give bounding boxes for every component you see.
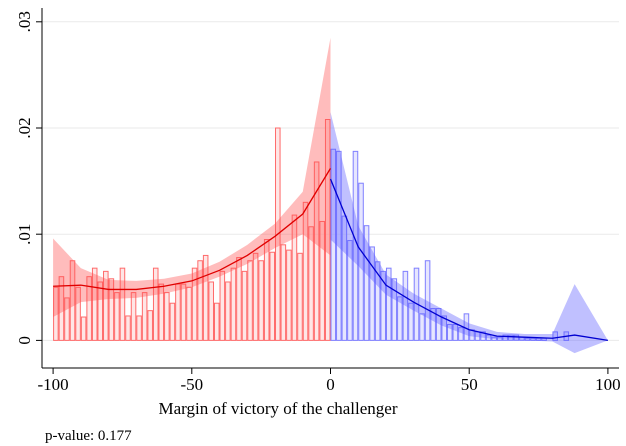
histogram-bar bbox=[147, 310, 153, 341]
histogram-bar bbox=[202, 254, 209, 341]
histogram-bar bbox=[424, 260, 431, 341]
histogram-bar bbox=[458, 327, 464, 341]
histogram-bar bbox=[97, 281, 104, 341]
histogram-bar bbox=[80, 316, 87, 341]
histogram-bar bbox=[141, 292, 148, 341]
histogram-bar bbox=[169, 302, 176, 341]
histogram-bar bbox=[502, 334, 509, 341]
histogram-bar bbox=[380, 270, 386, 341]
histogram-bar bbox=[180, 283, 187, 341]
histogram-bar bbox=[53, 286, 59, 341]
histogram-bar bbox=[263, 239, 270, 341]
x-tick-label: 50 bbox=[461, 375, 478, 394]
histogram-bar bbox=[164, 292, 170, 341]
histogram-bar bbox=[397, 296, 403, 341]
histogram-bar bbox=[430, 308, 436, 341]
histogram-bar bbox=[213, 302, 220, 341]
x-tick-label: 0 bbox=[326, 375, 335, 394]
histogram-bar bbox=[330, 148, 337, 341]
confidence-band bbox=[53, 37, 331, 318]
histogram-bar bbox=[452, 323, 459, 341]
histogram-bar bbox=[258, 260, 264, 341]
histogram-bar bbox=[336, 150, 342, 341]
histogram-bar bbox=[225, 281, 231, 341]
histogram-bar bbox=[374, 261, 381, 341]
histogram-bar bbox=[230, 267, 237, 341]
histogram-bar bbox=[86, 276, 92, 341]
histogram-bar bbox=[491, 336, 497, 341]
histogram-bar bbox=[130, 292, 137, 341]
histogram-bar bbox=[530, 337, 536, 341]
y-tick-label: .03 bbox=[15, 11, 34, 32]
histogram-bar bbox=[341, 215, 348, 341]
histogram-bar bbox=[391, 278, 398, 341]
histogram-bar bbox=[385, 267, 392, 341]
histogram-bar bbox=[324, 119, 331, 341]
note: p-value: 0.177 bbox=[45, 428, 132, 444]
histogram-bar bbox=[191, 267, 198, 341]
histogram-bar bbox=[280, 244, 287, 341]
histogram-bar bbox=[508, 334, 514, 341]
histogram-bar bbox=[208, 281, 214, 341]
histogram-bar bbox=[136, 315, 142, 341]
histogram-bar bbox=[108, 278, 115, 341]
histogram-bar bbox=[175, 283, 181, 341]
histogram-bar bbox=[408, 302, 414, 341]
histogram-bar bbox=[297, 252, 303, 341]
histogram-bar bbox=[247, 260, 253, 341]
histogram-bar bbox=[480, 331, 486, 341]
histogram-bar bbox=[114, 292, 120, 341]
histogram-bar bbox=[447, 323, 453, 341]
histogram-bar bbox=[75, 286, 81, 341]
histogram-bar bbox=[524, 337, 531, 341]
histogram-bar bbox=[302, 201, 309, 341]
y-tick-label: .01 bbox=[15, 224, 34, 245]
histogram-bar bbox=[158, 283, 165, 341]
x-tick-label: -100 bbox=[38, 375, 69, 394]
x-tick-label: 100 bbox=[595, 375, 621, 394]
histogram-bar bbox=[241, 270, 248, 341]
histogram-bar bbox=[347, 240, 353, 341]
histogram-bar bbox=[69, 260, 76, 341]
histogram-bar bbox=[236, 257, 242, 341]
histogram-bar bbox=[103, 270, 109, 341]
confidence-band bbox=[330, 112, 608, 354]
histogram-bar bbox=[152, 267, 159, 341]
histogram-bar bbox=[485, 334, 492, 341]
x-tick-label: -50 bbox=[180, 375, 203, 394]
histogram-bar bbox=[552, 331, 558, 341]
histogram-bar bbox=[441, 315, 448, 341]
histogram-bar bbox=[64, 297, 70, 341]
histogram-bar bbox=[119, 267, 126, 341]
histogram-bar bbox=[319, 220, 325, 341]
histogram-bar bbox=[313, 161, 320, 341]
histogram-bar bbox=[58, 276, 65, 341]
histogram-bar bbox=[269, 251, 276, 341]
histogram-bar bbox=[358, 182, 364, 341]
histogram-bar bbox=[363, 225, 370, 341]
fit-line bbox=[53, 168, 332, 291]
histogram-bar bbox=[513, 334, 520, 341]
histogram-bar bbox=[419, 313, 425, 341]
histogram-bar bbox=[291, 214, 298, 341]
histogram-bar bbox=[252, 252, 259, 341]
histogram-bar bbox=[496, 336, 503, 341]
histogram-bar bbox=[308, 226, 314, 341]
histogram-bar bbox=[402, 270, 409, 341]
histogram-bar bbox=[286, 249, 292, 341]
x-axis-label: Margin of victory of the challenger bbox=[158, 399, 397, 418]
histogram-bar bbox=[186, 286, 192, 341]
histogram-bar bbox=[219, 270, 226, 341]
histogram-bar bbox=[91, 267, 98, 341]
histogram-bar bbox=[435, 308, 442, 341]
histogram-bar bbox=[125, 315, 131, 341]
y-tick-label: 0 bbox=[15, 336, 34, 345]
histogram-bar bbox=[197, 260, 203, 341]
y-tick-label: .02 bbox=[15, 117, 34, 138]
histogram-bar bbox=[369, 246, 375, 341]
fit-line bbox=[329, 178, 609, 342]
